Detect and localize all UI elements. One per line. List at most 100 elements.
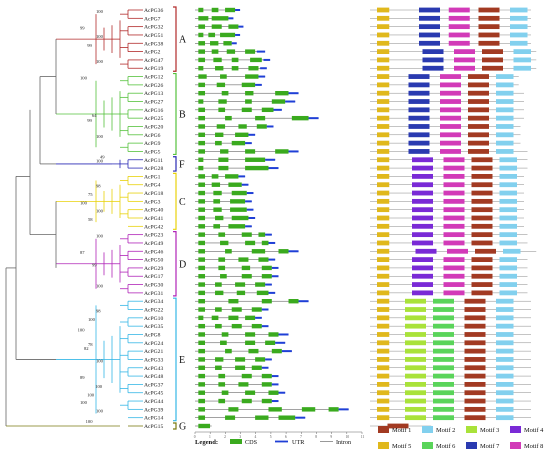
motif-legend-swatch (510, 442, 521, 449)
motif-box (433, 373, 454, 379)
motif-box (443, 174, 465, 179)
motif-box (464, 373, 486, 379)
motif-legend: Motif 1 Motif 2 Motif 3 Motif 4 Motif 5 Motif… (378, 426, 544, 450)
motif-box (405, 398, 426, 404)
motif-box (412, 198, 433, 204)
utr-block (246, 208, 254, 211)
utr-block (271, 375, 279, 378)
utr-block (278, 391, 286, 394)
motif-box (405, 390, 426, 396)
bootstrap-value: 58 (88, 217, 93, 222)
motif-box (377, 32, 390, 38)
cds-block (250, 57, 262, 63)
cds-block (211, 24, 222, 29)
axis-tick-label: 3 (239, 435, 241, 439)
gene-label: AcPG21 (144, 349, 163, 355)
gene-label: AcPG29 (144, 266, 163, 272)
motif-box (377, 140, 390, 146)
motif-box (464, 357, 486, 362)
cds-block (198, 157, 204, 162)
cds-block (198, 398, 206, 404)
motif-box (377, 190, 390, 196)
motif-box (412, 240, 433, 246)
cds-block (241, 265, 251, 271)
cds-block (241, 107, 252, 113)
motif-box (377, 74, 390, 79)
motif-box (419, 24, 440, 30)
motif-box (510, 40, 528, 46)
cds-block (198, 415, 206, 420)
motif-box (419, 40, 440, 46)
gene-label: AcPG37 (144, 382, 163, 388)
motif-box (464, 315, 486, 321)
cds-block (225, 174, 239, 179)
motif-box (377, 207, 390, 213)
intron-legend-label: Intron (336, 439, 351, 446)
cds-block (215, 323, 222, 329)
utr-block (256, 50, 266, 53)
cds-block (198, 41, 206, 46)
cds-block (198, 249, 206, 254)
motif-legend-label: Motif 6 (436, 443, 455, 450)
motif-box (433, 348, 454, 354)
motif-box (448, 40, 470, 46)
cds-block (241, 373, 252, 379)
motif-box (405, 332, 426, 337)
motif-box (377, 290, 390, 296)
utr-block (268, 241, 276, 244)
motif-legend-label: Motif 2 (436, 427, 455, 434)
cds-block (221, 390, 229, 395)
cds-block (255, 282, 266, 287)
motif-box (377, 348, 390, 354)
cds-block (271, 348, 282, 354)
motif-box (496, 99, 514, 104)
motif-box (471, 182, 493, 188)
motif-legend-label: Motif 7 (480, 443, 500, 450)
motif-legend-label: Motif 1 (392, 427, 411, 434)
utr-block (238, 25, 244, 28)
axis-tick-label: 2 (224, 435, 226, 439)
gene-label: AcPG12 (144, 75, 163, 81)
cds-block (198, 199, 206, 204)
utr-block (235, 33, 241, 36)
motif-box (377, 157, 390, 163)
cds-block (198, 32, 204, 38)
cds-block (213, 57, 222, 63)
motif-box (412, 165, 433, 171)
motif-box (440, 124, 461, 129)
cds-block (231, 57, 239, 63)
utr-block (263, 58, 271, 61)
cds-block (238, 124, 247, 129)
cds-block (220, 340, 227, 345)
gene-structure-axis: 0 1 2 3 4 5 6 7 8 9 10 11 (194, 431, 364, 439)
gene-label: AcPG49 (144, 241, 163, 247)
motif-box (471, 257, 493, 262)
motif-box (412, 282, 433, 287)
motif-box (377, 257, 390, 262)
motif-box (471, 273, 493, 279)
cds-block (220, 32, 236, 38)
cds-block (230, 199, 246, 204)
motif-box (377, 40, 390, 46)
utr-block (338, 408, 349, 411)
cds-block (271, 99, 286, 104)
motif-box (405, 323, 426, 329)
motif-box (478, 7, 500, 13)
cds-block (226, 49, 236, 54)
cds-block (265, 340, 276, 345)
motif-box (464, 332, 486, 337)
utr-block (268, 167, 279, 170)
cds-block (231, 66, 239, 71)
motif-box (464, 390, 486, 396)
motif-box (440, 132, 461, 138)
cds-block (218, 232, 226, 237)
motif-box (443, 232, 465, 238)
bootstrap-value: 82 (84, 346, 89, 351)
cds-block (198, 382, 206, 387)
motif-box (464, 348, 486, 354)
cds-block (198, 107, 206, 113)
cds-block (220, 274, 227, 279)
cds-block (198, 7, 204, 13)
motif-legend-swatch (422, 442, 433, 449)
motif-box (443, 282, 465, 287)
